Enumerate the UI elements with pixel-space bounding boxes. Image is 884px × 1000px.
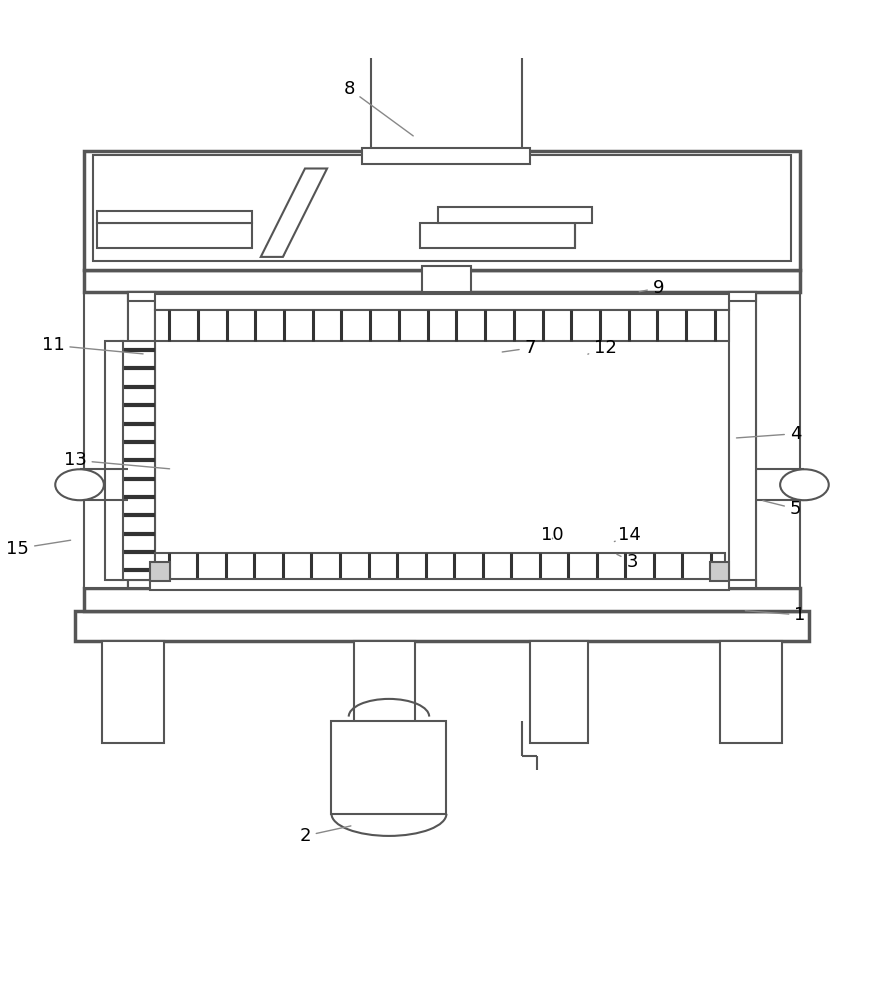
Bar xyxy=(155,294,729,310)
Bar xyxy=(150,562,170,581)
Bar xyxy=(128,580,756,588)
Text: 2: 2 xyxy=(299,826,351,845)
Text: 4: 4 xyxy=(736,425,802,443)
Polygon shape xyxy=(261,168,327,257)
Bar xyxy=(102,641,164,743)
Text: 12: 12 xyxy=(588,339,617,357)
Bar xyxy=(97,211,252,223)
Text: 10: 10 xyxy=(541,526,564,544)
Bar xyxy=(75,610,809,641)
Text: 9: 9 xyxy=(639,279,665,297)
Ellipse shape xyxy=(781,469,829,500)
Text: 13: 13 xyxy=(64,451,170,469)
Bar xyxy=(105,341,123,580)
Bar xyxy=(729,292,756,588)
Bar xyxy=(362,148,530,164)
Bar xyxy=(530,641,588,743)
Bar xyxy=(438,207,592,223)
Bar xyxy=(155,553,725,580)
Bar xyxy=(84,270,800,292)
Text: 7: 7 xyxy=(502,339,537,357)
Bar xyxy=(332,721,446,814)
Text: 14: 14 xyxy=(614,526,641,544)
Bar xyxy=(84,292,128,588)
Bar xyxy=(97,223,252,248)
Text: 15: 15 xyxy=(6,540,71,558)
Bar xyxy=(422,266,470,292)
Bar xyxy=(128,292,155,588)
Bar xyxy=(121,341,155,580)
Bar xyxy=(420,223,575,248)
Bar xyxy=(756,292,800,588)
Text: 1: 1 xyxy=(745,606,805,624)
Bar xyxy=(128,292,756,301)
Text: 8: 8 xyxy=(344,80,413,136)
Bar xyxy=(150,579,729,590)
Bar xyxy=(354,641,415,743)
Text: 5: 5 xyxy=(763,500,802,518)
Bar xyxy=(710,562,729,581)
Bar xyxy=(720,641,782,743)
Bar xyxy=(84,588,800,610)
Ellipse shape xyxy=(55,469,104,500)
Bar xyxy=(155,310,729,341)
Text: 11: 11 xyxy=(42,336,143,354)
Bar xyxy=(84,151,800,270)
Text: 3: 3 xyxy=(617,553,638,571)
Bar xyxy=(371,40,522,151)
Bar xyxy=(93,155,791,261)
